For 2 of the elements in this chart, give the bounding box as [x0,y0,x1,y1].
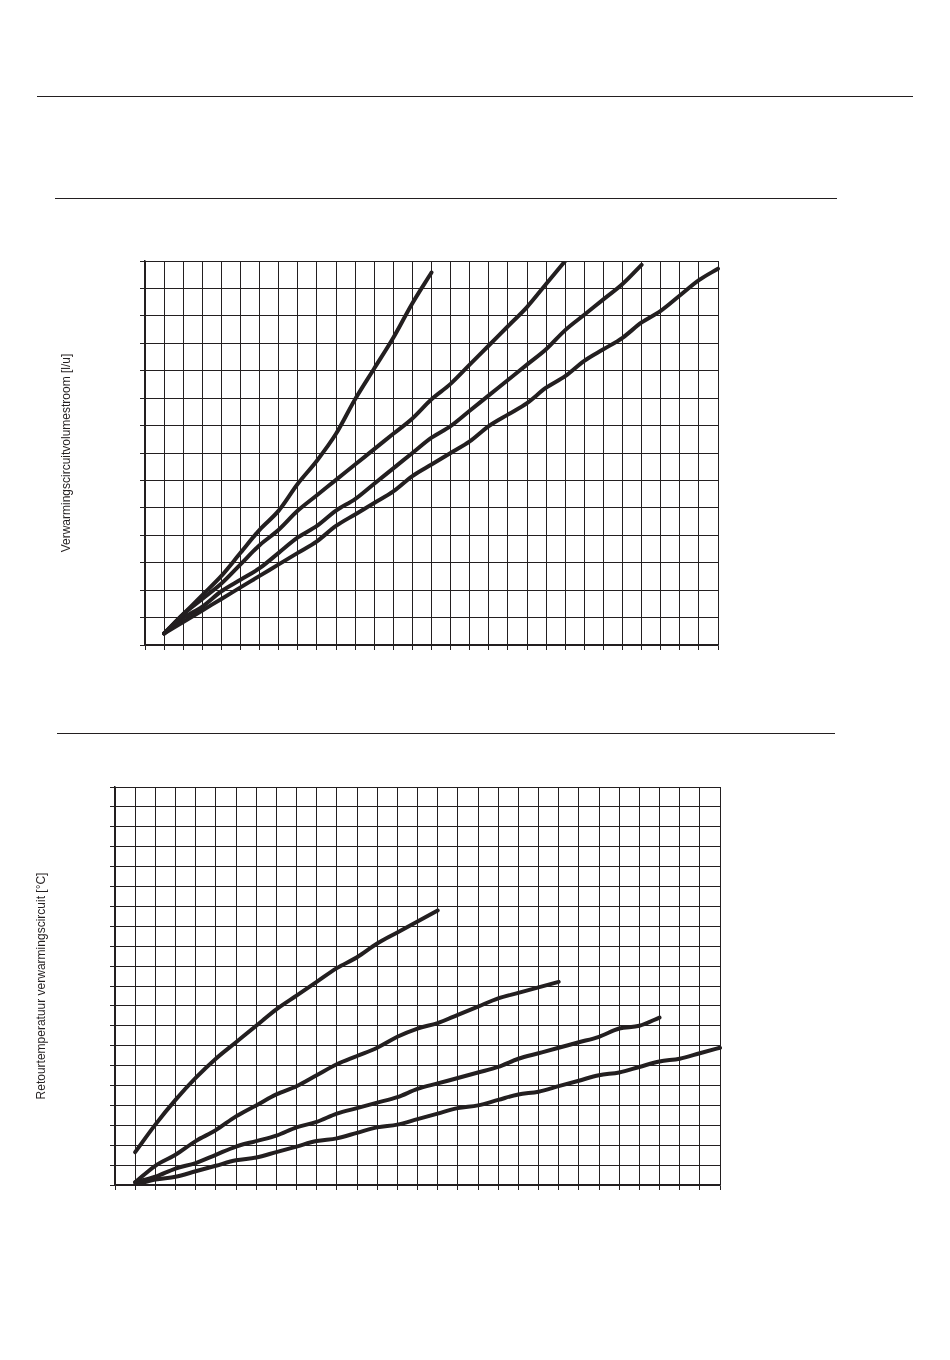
y-axis-title: Verwarmingscircuitvolumestroom [l/u] [58,353,73,553]
y-axis-title: Retourtemperatuur verwarmingscircuit [°C] [33,872,48,1100]
